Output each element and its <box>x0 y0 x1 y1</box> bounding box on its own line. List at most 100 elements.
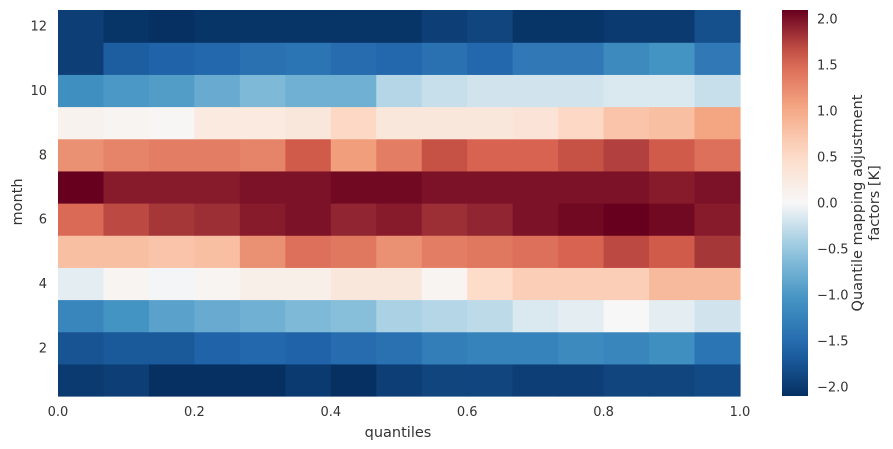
heatmap-cell <box>421 299 468 333</box>
heatmap-cell <box>467 331 514 365</box>
heatmap-cell <box>649 106 696 140</box>
heatmap-cell <box>558 74 605 108</box>
heatmap-cell <box>194 74 241 108</box>
heatmap-cell <box>603 299 650 333</box>
heatmap-cell <box>285 42 332 75</box>
heatmap-cell <box>239 331 286 365</box>
heatmap-cell <box>603 267 650 301</box>
heatmap-cell <box>194 363 241 397</box>
colorbar-tick-label: 0.5 <box>817 151 838 166</box>
heatmap-cell <box>467 42 514 75</box>
colorbar-tick-label: −1.0 <box>817 288 849 303</box>
heatmap-cell <box>512 331 559 365</box>
heatmap-cell <box>239 299 286 333</box>
heatmap-cell <box>694 267 741 301</box>
heatmap-cell <box>694 203 741 236</box>
heatmap-cell <box>330 74 377 108</box>
heatmap-cell <box>421 138 468 172</box>
heatmap-cell <box>376 203 423 236</box>
heatmap-cell <box>512 74 559 108</box>
heatmap-cell <box>103 267 150 301</box>
heatmap-cell <box>376 74 423 108</box>
heatmap-cell <box>330 299 377 333</box>
heatmap-cell <box>649 363 696 397</box>
heatmap-cell <box>558 42 605 75</box>
heatmap-cell <box>603 138 650 172</box>
heatmap-cell <box>194 170 241 204</box>
heatmap-cell <box>239 267 286 301</box>
y-tick-label: 4 <box>39 277 47 292</box>
heatmap-cell <box>603 235 650 268</box>
colorbar-tick-label: −2.0 <box>817 380 849 395</box>
x-tick-label: 0.0 <box>48 405 69 420</box>
heatmap-cell <box>649 74 696 108</box>
heatmap-cell <box>421 331 468 365</box>
heatmap-cell <box>285 106 332 140</box>
heatmap-cell <box>148 74 195 108</box>
heatmap-cell <box>376 267 423 301</box>
heatmap-cell <box>285 203 332 236</box>
heatmap-cell <box>103 42 150 75</box>
heatmap-cell <box>558 203 605 236</box>
heatmap-cell <box>194 203 241 236</box>
y-tick-label: 8 <box>39 148 47 163</box>
heatmap-cells <box>58 10 741 397</box>
heatmap-cell <box>58 74 105 108</box>
heatmap-cell <box>467 10 514 43</box>
heatmap-cell <box>103 363 150 397</box>
heatmap-cell <box>148 203 195 236</box>
heatmap-cell <box>512 10 559 43</box>
heatmap-cell <box>603 106 650 140</box>
heatmap-cell <box>103 106 150 140</box>
heatmap-cell <box>285 170 332 204</box>
heatmap-cell <box>330 363 377 397</box>
heatmap-cell <box>239 138 286 172</box>
colorbar-tick-label: 0.0 <box>817 197 838 212</box>
heatmap-cell <box>558 331 605 365</box>
heatmap-cell <box>421 235 468 268</box>
heatmap-cell <box>103 74 150 108</box>
heatmap-cell <box>694 235 741 268</box>
heatmap-cell <box>194 106 241 140</box>
heatmap-cell <box>148 10 195 43</box>
heatmap-cell <box>558 138 605 172</box>
y-axis-ticks: 2 4 6 8 10 12 <box>30 20 47 357</box>
heatmap-cell <box>103 170 150 204</box>
heatmap-cell <box>376 10 423 43</box>
heatmap-cell <box>330 331 377 365</box>
heatmap-cell <box>103 10 150 43</box>
y-axis-label: month <box>10 178 26 225</box>
x-tick-label: 0.8 <box>593 405 614 420</box>
heatmap-cell <box>467 138 514 172</box>
heatmap-cell <box>649 42 696 75</box>
colorbar-tick-label: 1.0 <box>817 105 838 120</box>
heatmap-cell <box>512 203 559 236</box>
heatmap-cell <box>512 42 559 75</box>
heatmap-cell <box>239 203 286 236</box>
heatmap-cell <box>239 235 286 268</box>
heatmap-cell <box>376 235 423 268</box>
heatmap-cell <box>694 42 741 75</box>
heatmap-cell <box>148 299 195 333</box>
heatmap-cell <box>694 74 741 108</box>
heatmap-cell <box>694 138 741 172</box>
heatmap-cell <box>58 235 105 268</box>
heatmap-cell <box>421 74 468 108</box>
heatmap-cell <box>603 42 650 75</box>
heatmap-cell <box>194 235 241 268</box>
heatmap-cell <box>467 235 514 268</box>
y-tick-label: 2 <box>39 341 47 356</box>
heatmap-cell <box>512 299 559 333</box>
heatmap-cell <box>558 299 605 333</box>
heatmap-cell <box>649 235 696 268</box>
heatmap-cell <box>148 42 195 75</box>
heatmap-cell <box>285 10 332 43</box>
heatmap-cell <box>512 363 559 397</box>
colorbar-label-line-2: factors [K] <box>867 165 883 240</box>
heatmap-cell <box>603 170 650 204</box>
heatmap-cell <box>330 203 377 236</box>
colorbar-ticks: 2.0 1.5 1.0 0.5 0.0 −0.5 −1.0 −1.5 −2.0 <box>817 13 849 396</box>
heatmap-cell <box>194 10 241 43</box>
heatmap-cell <box>103 235 150 268</box>
heatmap-cell <box>512 106 559 140</box>
